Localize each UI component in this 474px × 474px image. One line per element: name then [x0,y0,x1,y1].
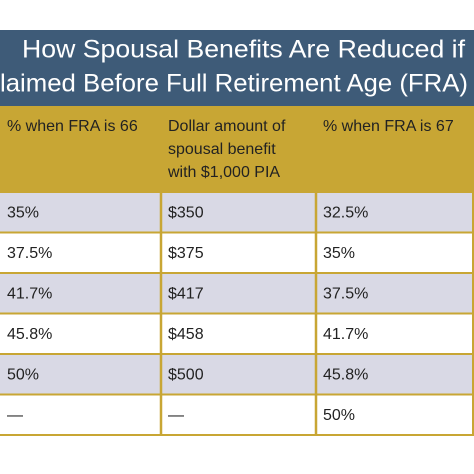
header-cell-text: % when FRA is 66 [7,118,138,135]
title-line: How Spousal Benefits Are Reduced if [22,36,465,64]
table-cell-text: $350 [168,204,204,221]
table-cell-text: 35% [323,245,355,262]
table-cell-text: $500 [168,366,204,383]
table-cell-text: 35% [7,204,39,221]
table-cell-text: 50% [7,366,39,383]
header-row [0,110,474,192]
table-row [0,354,474,395]
table-cell-text: — [168,407,184,424]
header-cell-text: spousal benefit [168,141,276,158]
table-cell-text: $458 [168,326,204,343]
table-cell-text: $417 [168,285,204,302]
table-row [0,394,474,435]
title-line: laimed Before Full Retirement Age (FRA) [0,70,468,98]
header-cell-text: with $1,000 PIA [167,164,280,181]
table-cell-text: 37.5% [323,285,368,302]
title-rule [0,106,474,110]
table-row [0,192,474,233]
table-cell-text: — [7,407,23,424]
table-cell-text: 50% [323,407,355,424]
table-cell-text: 41.7% [323,326,368,343]
table-row [0,313,474,354]
table-row [0,273,474,314]
table-cell-text: $375 [168,245,204,262]
table-row [0,232,474,273]
table-cell-text: 32.5% [323,204,368,221]
header-cell-text: Dollar amount of [168,118,286,135]
table-cell-text: 45.8% [323,366,368,383]
table-cell-text: 41.7% [7,285,52,302]
title-bar [0,30,474,106]
header-cell-text: % when FRA is 67 [323,118,454,135]
table-cell-text: 45.8% [7,326,52,343]
table-cell-text: 37.5% [7,245,52,262]
